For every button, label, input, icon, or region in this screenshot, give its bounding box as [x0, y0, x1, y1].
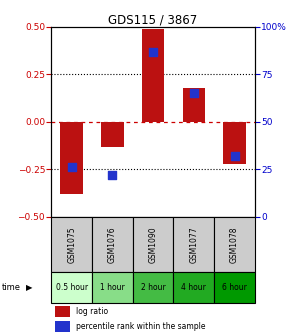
Point — [110, 172, 115, 178]
Text: GSM1076: GSM1076 — [108, 226, 117, 263]
Bar — [92, 217, 133, 272]
Text: 6 hour: 6 hour — [222, 283, 247, 292]
Text: GSM1090: GSM1090 — [149, 226, 158, 263]
Text: log ratio: log ratio — [76, 307, 108, 317]
Text: GSM1077: GSM1077 — [189, 226, 198, 263]
Text: time: time — [1, 283, 21, 292]
Text: ▶: ▶ — [26, 283, 33, 292]
Text: 2 hour: 2 hour — [141, 283, 166, 292]
Text: 1 hour: 1 hour — [100, 283, 125, 292]
Text: GSM1078: GSM1078 — [230, 226, 239, 263]
Text: 0.5 hour: 0.5 hour — [56, 283, 88, 292]
Bar — [173, 217, 214, 272]
Bar — [60, 122, 83, 194]
Title: GDS115 / 3867: GDS115 / 3867 — [108, 14, 198, 27]
Bar — [173, 272, 214, 303]
Bar — [55, 321, 70, 332]
Bar — [55, 306, 70, 317]
Bar — [142, 29, 164, 122]
Bar — [51, 272, 92, 303]
Point — [151, 49, 155, 54]
Point — [69, 165, 74, 170]
Text: GSM1075: GSM1075 — [67, 226, 76, 263]
Bar — [133, 272, 173, 303]
Point — [192, 91, 196, 96]
Text: 4 hour: 4 hour — [181, 283, 206, 292]
Bar — [51, 217, 92, 272]
Bar — [133, 217, 173, 272]
Bar — [214, 272, 255, 303]
Bar — [223, 122, 246, 164]
Bar — [101, 122, 124, 146]
Bar — [183, 88, 205, 122]
Point — [232, 154, 237, 159]
Bar — [92, 272, 133, 303]
Bar — [214, 217, 255, 272]
Text: percentile rank within the sample: percentile rank within the sample — [76, 322, 205, 331]
